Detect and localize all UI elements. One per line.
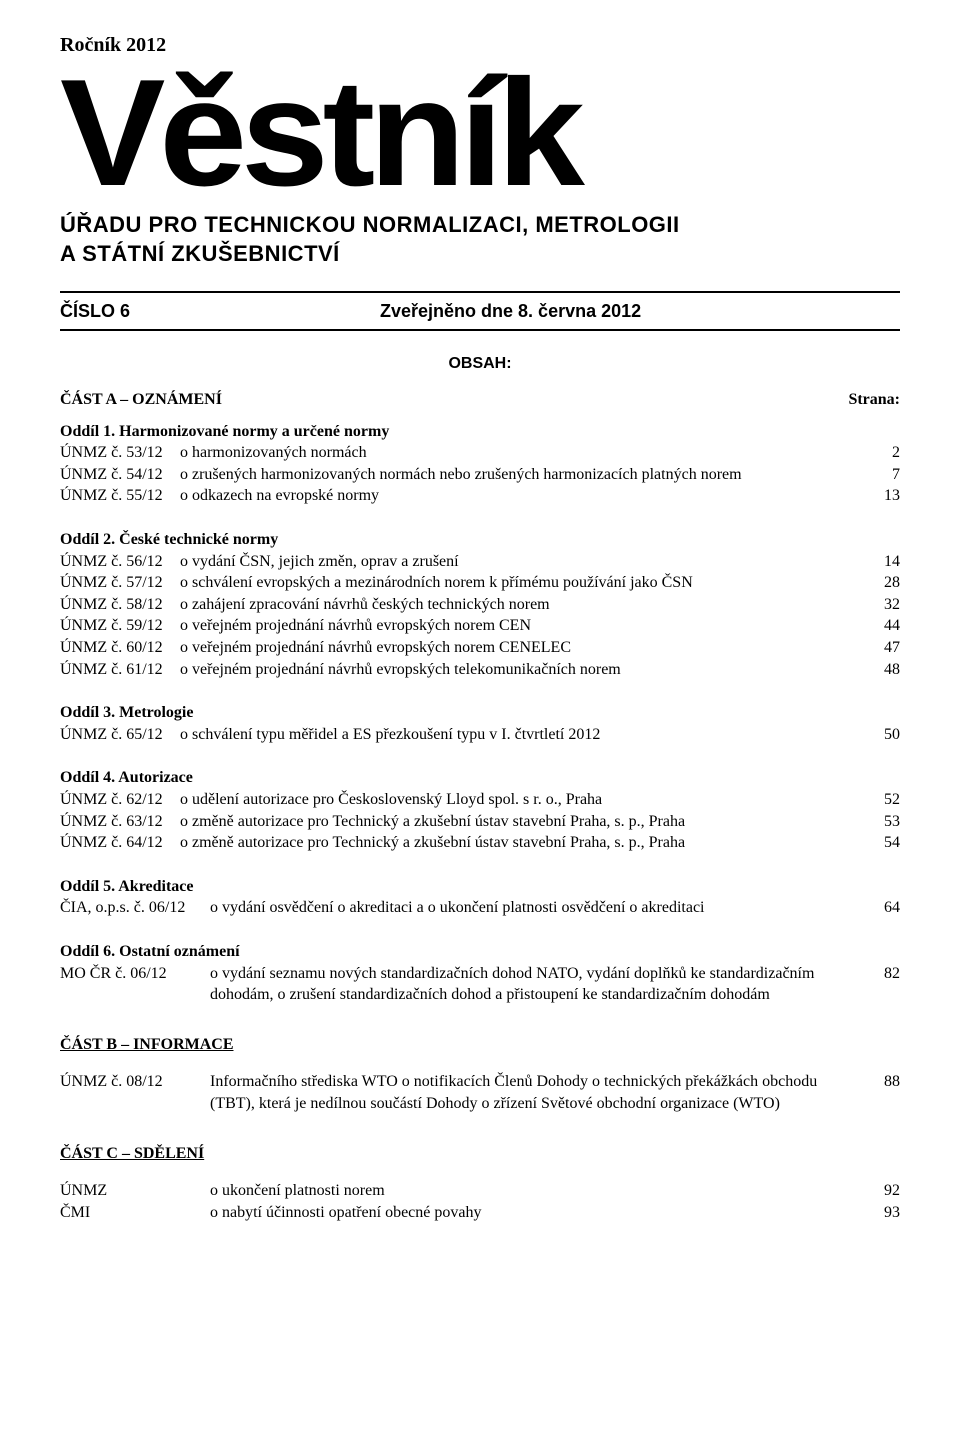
oddil-5: Oddíl 5. Akreditace ČIA, o.p.s. č. 06/12…	[60, 876, 900, 919]
toc-page: 88	[860, 1071, 900, 1093]
oddil-5-title: Oddíl 5. Akreditace	[60, 876, 900, 898]
toc-desc: o veřejném projednání návrhů evropských …	[180, 659, 860, 681]
toc-desc: o harmonizovaných normách	[180, 442, 860, 464]
part-a-title: ČÁST A – OZNÁMENÍ	[60, 389, 222, 411]
toc-row: ÚNMZ č. 63/12 o změně autorizace pro Tec…	[60, 811, 900, 833]
oddil-4-title: Oddíl 4. Autorizace	[60, 767, 900, 789]
toc-desc: Informačního střediska WTO o notifikacíc…	[210, 1071, 860, 1114]
toc-code: ÚNMZ č. 62/12	[60, 789, 180, 811]
toc-code: ÚNMZ č. 55/12	[60, 485, 180, 507]
toc-desc: o vydání seznamu nových standardizačních…	[210, 963, 860, 1006]
toc-code: ÚNMZ č. 60/12	[60, 637, 180, 659]
toc-row: ÚNMZ č. 65/12 o schválení typu měřidel a…	[60, 724, 900, 746]
toc-row: ÚNMZ č. 08/12 Informačního střediska WTO…	[60, 1071, 900, 1114]
toc-page: 44	[860, 615, 900, 637]
toc-code: ÚNMZ	[60, 1180, 210, 1202]
toc-desc: o veřejném projednání návrhů evropských …	[180, 637, 860, 659]
strana-label: Strana:	[848, 389, 900, 411]
toc-code: MO ČR č. 06/12	[60, 963, 210, 985]
oddil-6: Oddíl 6. Ostatní oznámení MO ČR č. 06/12…	[60, 941, 900, 1006]
toc-row: ÚNMZ č. 53/12 o harmonizovaných normách …	[60, 442, 900, 464]
toc-code: ÚNMZ č. 57/12	[60, 572, 180, 594]
toc-code: ÚNMZ č. 58/12	[60, 594, 180, 616]
toc-code: ÚNMZ č. 64/12	[60, 832, 180, 854]
part-b-title: ČÁST B – INFORMACE	[60, 1034, 900, 1056]
toc-page: 52	[860, 789, 900, 811]
toc-page: 82	[860, 963, 900, 985]
toc-row: ÚNMZ č. 57/12 o schválení evropských a m…	[60, 572, 900, 594]
toc-page: 47	[860, 637, 900, 659]
toc-code: ČIA, o.p.s. č. 06/12	[60, 897, 210, 919]
oddil-3: Oddíl 3. Metrologie ÚNMZ č. 65/12 o schv…	[60, 702, 900, 745]
toc-page: 93	[860, 1202, 900, 1224]
toc-page: 32	[860, 594, 900, 616]
toc-row: ČMI o nabytí účinnosti opatření obecné p…	[60, 1202, 900, 1224]
part-a-row: ČÁST A – OZNÁMENÍ Strana:	[60, 389, 900, 411]
toc-page: 13	[860, 485, 900, 507]
oddil-2-title: Oddíl 2. České technické normy	[60, 529, 900, 551]
masthead-title: Věstník	[60, 65, 934, 202]
toc-code: ÚNMZ č. 63/12	[60, 811, 180, 833]
toc-desc: o vydání osvědčení o akreditaci a o ukon…	[210, 897, 860, 919]
toc-desc: o schválení evropských a mezinárodních n…	[180, 572, 860, 594]
toc-desc: o veřejném projednání návrhů evropských …	[180, 615, 860, 637]
oddil-1: Oddíl 1. Harmonizované normy a určené no…	[60, 421, 900, 507]
toc-page: 7	[860, 464, 900, 486]
toc-page: 2	[860, 442, 900, 464]
part-b-block: ÚNMZ č. 08/12 Informačního střediska WTO…	[60, 1071, 900, 1114]
toc-code: ÚNMZ č. 08/12	[60, 1071, 210, 1093]
toc-row: ÚNMZ o ukončení platnosti norem 92	[60, 1180, 900, 1202]
toc-code: ČMI	[60, 1202, 210, 1224]
oddil-4: Oddíl 4. Autorizace ÚNMZ č. 62/12 o uděl…	[60, 767, 900, 853]
toc-code: ÚNMZ č. 54/12	[60, 464, 180, 486]
toc-desc: o nabytí účinnosti opatření obecné povah…	[210, 1202, 860, 1224]
toc-desc: o vydání ČSN, jejich změn, oprav a zruše…	[180, 551, 860, 573]
oddil-2: Oddíl 2. České technické normy ÚNMZ č. 5…	[60, 529, 900, 680]
toc-page: 28	[860, 572, 900, 594]
toc-desc: o změně autorizace pro Technický a zkuše…	[180, 832, 860, 854]
subtitle-line2: A STÁTNÍ ZKUŠEBNICTVÍ	[60, 239, 900, 269]
toc-row: ÚNMZ č. 64/12 o změně autorizace pro Tec…	[60, 832, 900, 854]
toc-code: ÚNMZ č. 56/12	[60, 551, 180, 573]
toc-desc: o ukončení platnosti norem	[210, 1180, 860, 1202]
toc-desc: o zahájení zpracování návrhů českých tec…	[180, 594, 860, 616]
toc-row: ÚNMZ č. 61/12 o veřejném projednání návr…	[60, 659, 900, 681]
toc-code: ÚNMZ č. 59/12	[60, 615, 180, 637]
toc-page: 50	[860, 724, 900, 746]
toc-desc: o udělení autorizace pro Československý …	[180, 789, 860, 811]
toc-page: 92	[860, 1180, 900, 1202]
toc-row: ÚNMZ č. 60/12 o veřejném projednání návr…	[60, 637, 900, 659]
issue-number: ČÍSLO 6	[60, 299, 130, 323]
part-c-block: ÚNMZ o ukončení platnosti norem 92 ČMI o…	[60, 1180, 900, 1223]
toc-desc: o schválení typu měřidel a ES přezkoušen…	[180, 724, 860, 746]
published-date: Zveřejněno dne 8. června 2012	[380, 299, 641, 323]
toc-row: ÚNMZ č. 55/12 o odkazech na evropské nor…	[60, 485, 900, 507]
toc-row: ÚNMZ č. 56/12 o vydání ČSN, jejich změn,…	[60, 551, 900, 573]
oddil-6-title: Oddíl 6. Ostatní oznámení	[60, 941, 900, 963]
toc-row: ÚNMZ č. 59/12 o veřejném projednání návr…	[60, 615, 900, 637]
toc-code: ÚNMZ č. 53/12	[60, 442, 180, 464]
toc-row: ČIA, o.p.s. č. 06/12 o vydání osvědčení …	[60, 897, 900, 919]
toc-page: 14	[860, 551, 900, 573]
toc-page: 54	[860, 832, 900, 854]
toc-desc: o odkazech na evropské normy	[180, 485, 860, 507]
toc-row: MO ČR č. 06/12 o vydání seznamu nových s…	[60, 963, 900, 1006]
toc-page: 53	[860, 811, 900, 833]
part-c-title: ČÁST C – SDĚLENÍ	[60, 1143, 900, 1165]
toc-code: ÚNMZ č. 61/12	[60, 659, 180, 681]
toc-desc: o zrušených harmonizovaných normách nebo…	[180, 464, 860, 486]
toc-page: 48	[860, 659, 900, 681]
toc-row: ÚNMZ č. 58/12 o zahájení zpracování návr…	[60, 594, 900, 616]
subtitle: ÚŘADU PRO TECHNICKOU NORMALIZACI, METROL…	[60, 210, 900, 269]
toc-code: ÚNMZ č. 65/12	[60, 724, 180, 746]
toc-page: 64	[860, 897, 900, 919]
toc-desc: o změně autorizace pro Technický a zkuše…	[180, 811, 860, 833]
toc-row: ÚNMZ č. 54/12 o zrušených harmonizovanýc…	[60, 464, 900, 486]
issue-row: ČÍSLO 6 Zveřejněno dne 8. června 2012	[60, 291, 900, 331]
contents-heading: OBSAH:	[60, 353, 900, 375]
oddil-1-title: Oddíl 1. Harmonizované normy a určené no…	[60, 421, 900, 443]
toc-row: ÚNMZ č. 62/12 o udělení autorizace pro Č…	[60, 789, 900, 811]
oddil-3-title: Oddíl 3. Metrologie	[60, 702, 900, 724]
